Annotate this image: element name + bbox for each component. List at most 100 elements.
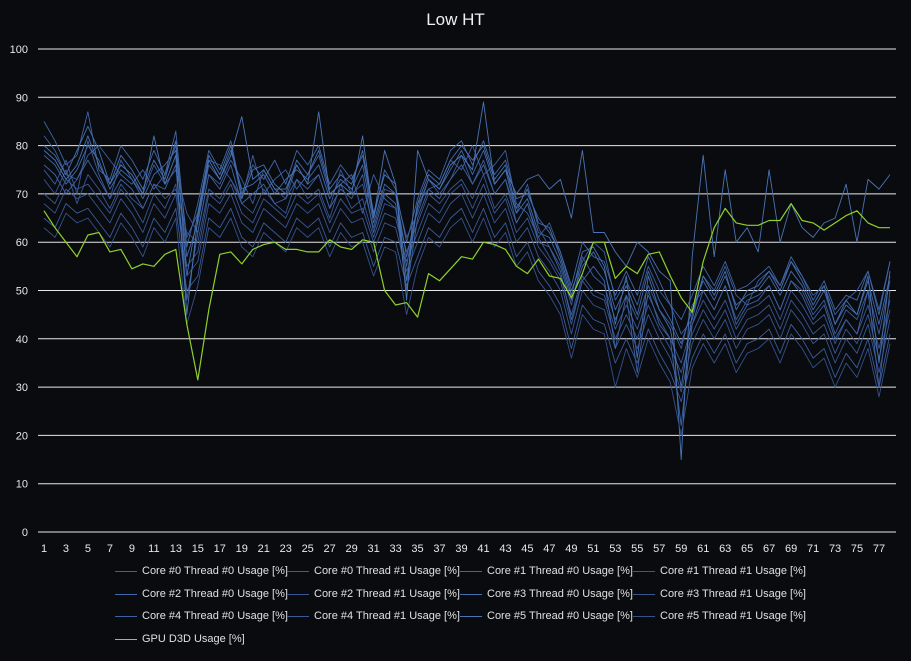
y-tick-label: 90	[16, 92, 28, 104]
x-tick-label: 75	[851, 543, 863, 555]
series-line-7	[43, 125, 891, 388]
x-tick-label: 41	[477, 543, 489, 555]
chart-title: Low HT	[426, 10, 485, 29]
legend-label: Core #0 Thread #1 Usage [%]	[314, 565, 460, 577]
x-tick-label: 53	[609, 543, 621, 555]
legend-item: Core #2 Thread #0 Usage [%]	[115, 588, 288, 600]
x-tick-label: 15	[192, 543, 204, 555]
legend-swatch	[287, 615, 309, 617]
legend-item: Core #5 Thread #0 Usage [%]	[460, 610, 633, 622]
x-tick-label: 69	[785, 543, 797, 555]
legend-item: Core #1 Thread #1 Usage [%]	[633, 565, 806, 577]
x-tick-label: 37	[433, 543, 445, 555]
legend-label: Core #1 Thread #0 Usage [%]	[487, 565, 633, 577]
x-tick-label: 43	[499, 543, 511, 555]
x-tick-label: 67	[763, 543, 775, 555]
legend-swatch	[115, 615, 137, 617]
x-tick-label: 35	[411, 543, 423, 555]
x-tick-label: 31	[367, 543, 379, 555]
y-tick-label: 60	[16, 237, 28, 249]
x-tick-label: 61	[697, 543, 709, 555]
legend-label: Core #1 Thread #1 Usage [%]	[660, 565, 806, 577]
x-tick-label: 71	[807, 543, 819, 555]
legend-label: Core #3 Thread #0 Usage [%]	[487, 588, 633, 600]
legend-item: Core #4 Thread #1 Usage [%]	[287, 610, 460, 622]
x-tick-label: 51	[587, 543, 599, 555]
legend-item: Core #0 Thread #0 Usage [%]	[115, 565, 288, 577]
y-tick-label: 10	[16, 479, 28, 491]
legend-item: Core #0 Thread #1 Usage [%]	[287, 565, 460, 577]
legend-swatch	[633, 570, 655, 572]
legend-label: Core #4 Thread #1 Usage [%]	[314, 610, 460, 622]
legend-label: Core #0 Thread #0 Usage [%]	[142, 565, 288, 577]
y-tick-label: 40	[16, 334, 28, 346]
legend-swatch	[115, 570, 137, 572]
x-tick-label: 55	[631, 543, 643, 555]
x-tick-label: 11	[148, 543, 159, 555]
legend-swatch	[460, 615, 482, 617]
x-tick-label: 47	[543, 543, 555, 555]
legend-item: Core #1 Thread #0 Usage [%]	[460, 565, 633, 577]
legend-label: GPU D3D Usage [%]	[142, 633, 245, 645]
legend-item: Core #3 Thread #1 Usage [%]	[633, 588, 806, 600]
x-tick-label: 25	[302, 543, 314, 555]
x-tick-label: 27	[324, 543, 336, 555]
x-tick-label: 9	[129, 543, 135, 555]
series-line-1	[43, 135, 891, 335]
x-tick-label: 19	[236, 543, 248, 555]
legend-swatch	[460, 570, 482, 572]
y-tick-label: 20	[16, 430, 28, 442]
x-tick-label: 45	[521, 543, 533, 555]
y-axis-ticks: 0 10 20 30 40 50 60 70 80 90 100	[10, 44, 28, 539]
legend-swatch	[633, 593, 655, 595]
y-tick-label: 70	[16, 189, 28, 201]
legend-swatch	[115, 593, 137, 595]
legend-swatch	[115, 638, 137, 640]
gridlines	[38, 48, 896, 533]
x-tick-label: 17	[214, 543, 226, 555]
x-tick-label: 39	[455, 543, 467, 555]
x-tick-label: 1	[41, 543, 47, 555]
x-tick-label: 59	[675, 543, 687, 555]
legend-label: Core #4 Thread #0 Usage [%]	[142, 610, 288, 622]
legend-swatch	[287, 593, 309, 595]
x-tick-label: 23	[280, 543, 292, 555]
series-lines	[43, 101, 891, 461]
y-tick-label: 100	[10, 44, 28, 56]
x-tick-label: 29	[346, 543, 358, 555]
legend-label: Core #5 Thread #0 Usage [%]	[487, 610, 633, 622]
legend-label: Core #2 Thread #1 Usage [%]	[314, 588, 460, 600]
legend-swatch	[460, 593, 482, 595]
x-tick-label: 13	[170, 543, 182, 555]
legend-label: Core #3 Thread #1 Usage [%]	[660, 588, 806, 600]
series-line-8	[43, 188, 891, 393]
series-line-2	[43, 140, 891, 349]
series-line-11	[43, 101, 891, 461]
y-tick-label: 50	[16, 286, 28, 298]
legend-label: Core #5 Thread #1 Usage [%]	[660, 610, 806, 622]
y-tick-label: 30	[16, 382, 28, 394]
legend-item: Core #2 Thread #1 Usage [%]	[287, 588, 460, 600]
legend-swatch	[287, 570, 309, 572]
x-tick-label: 65	[741, 543, 753, 555]
series-line-9	[43, 159, 891, 427]
legend-swatch	[633, 615, 655, 617]
x-tick-label: 5	[85, 543, 91, 555]
x-axis-ticks: 1 3 5 7 9 11 13 15 17 19 21 23 25 27 29 31 33 35 37 39 41 43 4…	[41, 543, 885, 555]
series-line-12	[43, 212, 891, 436]
legend-item: Core #5 Thread #1 Usage [%]	[633, 610, 806, 622]
x-tick-label: 33	[389, 543, 401, 555]
x-tick-label: 73	[829, 543, 841, 555]
legend-item: Core #4 Thread #0 Usage [%]	[115, 610, 288, 622]
x-tick-label: 63	[719, 543, 731, 555]
x-tick-label: 57	[653, 543, 665, 555]
legend-item: GPU D3D Usage [%]	[115, 633, 245, 645]
legend-label: Core #2 Thread #0 Usage [%]	[142, 588, 288, 600]
series-line-13	[43, 203, 890, 381]
x-tick-label: 49	[565, 543, 577, 555]
x-tick-label: 3	[63, 543, 69, 555]
x-tick-label: 7	[107, 543, 113, 555]
legend-item: Core #3 Thread #0 Usage [%]	[460, 588, 633, 600]
x-tick-label: 77	[873, 543, 885, 555]
